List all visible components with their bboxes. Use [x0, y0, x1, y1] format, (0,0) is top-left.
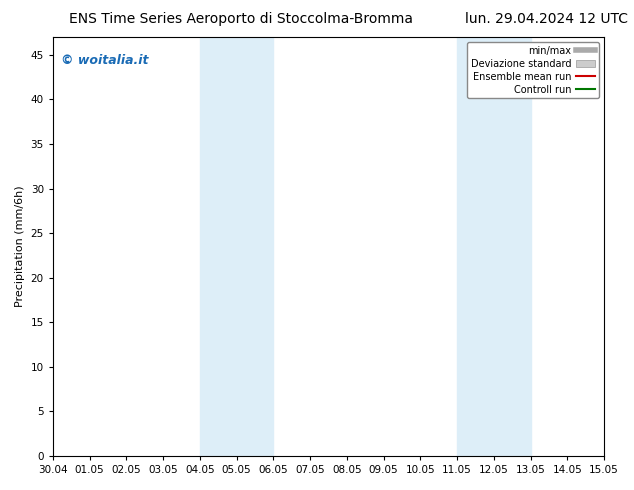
Bar	[200, 37, 273, 456]
Bar	[457, 37, 531, 456]
Y-axis label: Precipitation (mm/6h): Precipitation (mm/6h)	[15, 186, 25, 307]
Text: © woitalia.it: © woitalia.it	[61, 54, 148, 67]
Legend: min/max, Deviazione standard, Ensemble mean run, Controll run: min/max, Deviazione standard, Ensemble m…	[467, 42, 599, 98]
Text: ENS Time Series Aeroporto di Stoccolma-Bromma: ENS Time Series Aeroporto di Stoccolma-B…	[69, 12, 413, 26]
Text: lun. 29.04.2024 12 UTC: lun. 29.04.2024 12 UTC	[465, 12, 628, 26]
